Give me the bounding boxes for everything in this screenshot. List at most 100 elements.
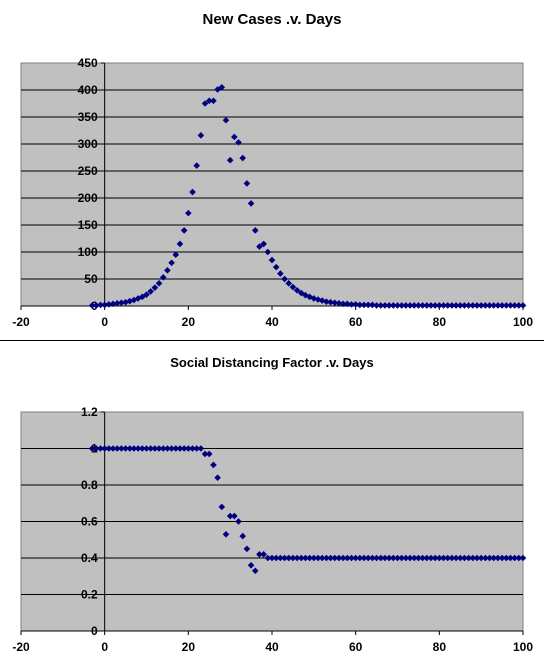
data-point [130, 445, 138, 452]
data-point [260, 240, 267, 248]
data-point [88, 302, 96, 309]
data-point [197, 132, 205, 139]
data-point [218, 84, 226, 91]
data-point [511, 302, 518, 309]
data-point [373, 302, 380, 309]
data-point [147, 288, 154, 295]
data-point [226, 156, 234, 164]
data-point [172, 251, 180, 258]
data-point [473, 302, 481, 309]
data-point [159, 274, 167, 281]
data-point [193, 162, 200, 169]
data-point [97, 301, 104, 309]
x-tick-label: -20 [12, 640, 30, 654]
data-point [436, 302, 443, 309]
data-point [268, 256, 276, 264]
data-point [101, 301, 108, 309]
data-point [427, 302, 435, 309]
y-tick-label: 400 [78, 83, 98, 97]
data-point [88, 445, 96, 452]
data-point [193, 445, 200, 452]
data-point [118, 445, 125, 452]
data-point [519, 554, 527, 562]
data-point [490, 302, 498, 309]
x-tick-label: 40 [265, 640, 279, 654]
data-point [327, 298, 334, 306]
data-point [93, 302, 100, 309]
data-point [139, 445, 146, 452]
x-tick-label: 100 [513, 315, 533, 329]
data-point [381, 302, 389, 309]
data-point [231, 512, 238, 520]
data-point [360, 301, 368, 309]
data-point [272, 263, 280, 271]
x-tick-label: 60 [349, 315, 363, 329]
data-point [515, 302, 523, 309]
data-point [502, 302, 510, 309]
data-point [243, 180, 251, 187]
data-point [356, 301, 364, 309]
data-point [180, 227, 188, 234]
data-point [118, 299, 125, 307]
data-point [126, 445, 134, 452]
data-point [452, 302, 460, 309]
y-tick-label: 1.2 [81, 405, 98, 419]
data-point [172, 445, 180, 452]
data-point [364, 301, 372, 309]
new-cases-chart: 050100150200250300350400450-200204060801… [12, 56, 533, 329]
data-point [352, 301, 359, 308]
data-point [210, 97, 217, 105]
data-point [205, 450, 213, 458]
data-point [197, 445, 205, 452]
chart-title: Social Distancing Factor .v. Days [170, 355, 374, 370]
data-point [235, 139, 242, 146]
data-point [251, 567, 259, 575]
data-point [143, 445, 150, 452]
x-tick-label: 100 [513, 640, 533, 654]
data-point [410, 302, 418, 309]
data-point [344, 300, 351, 308]
x-tick-label: 0 [101, 315, 108, 329]
data-point [377, 302, 385, 309]
data-point [423, 302, 431, 309]
data-point [205, 97, 213, 105]
data-point [180, 445, 188, 452]
data-point [415, 302, 422, 309]
data-point [256, 243, 263, 250]
chart-title: New Cases .v. Days [202, 11, 342, 28]
y-tick-label: 250 [78, 164, 98, 178]
data-point [151, 445, 159, 452]
data-point [130, 296, 138, 304]
data-point [406, 302, 414, 309]
data-point [113, 445, 121, 452]
data-point [168, 445, 175, 452]
data-point [126, 297, 134, 305]
data-point [251, 227, 259, 234]
data-point [247, 562, 255, 569]
y-tick-label: 200 [78, 191, 98, 205]
data-point [285, 280, 293, 287]
data-point [105, 301, 113, 308]
data-point [431, 302, 439, 309]
data-point [210, 461, 217, 469]
data-point [444, 302, 451, 309]
data-point [507, 554, 514, 562]
data-point [465, 302, 472, 309]
y-tick-label: 100 [78, 245, 98, 259]
x-tick-label: 80 [433, 640, 447, 654]
data-point [494, 302, 502, 309]
data-point [515, 554, 523, 562]
data-point [168, 259, 175, 267]
data-point [297, 289, 305, 297]
data-point [139, 293, 146, 301]
data-point [390, 302, 397, 309]
data-point [109, 300, 117, 308]
data-point [385, 302, 393, 309]
x-tick-label: 20 [182, 640, 196, 654]
data-point [469, 302, 477, 309]
y-tick-label: 450 [78, 56, 98, 70]
y-tick-label: 50 [84, 272, 98, 286]
x-tick-label: 40 [265, 315, 279, 329]
y-tick-label: 300 [78, 137, 98, 151]
y-tick-label: 0.4 [81, 551, 98, 565]
